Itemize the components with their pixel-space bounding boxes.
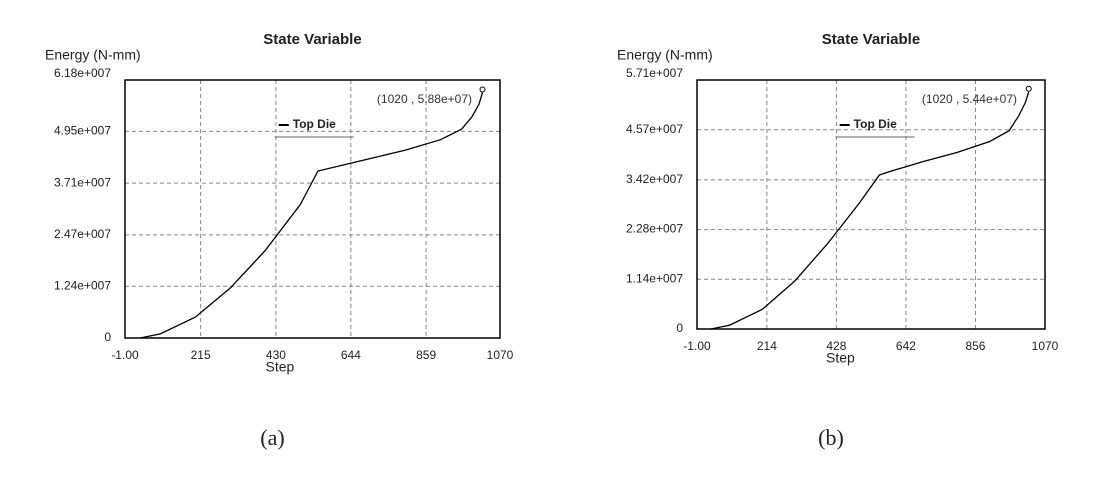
y-axis-label: Energy (N-mm) — [45, 47, 141, 63]
y-tick-label: 3.71e+007 — [54, 175, 111, 189]
x-tick-label: 1070 — [1032, 339, 1059, 353]
x-tick-label: 428 — [826, 339, 846, 353]
y-tick-label: 2.47e+007 — [54, 227, 111, 241]
x-tick-label: 856 — [965, 339, 985, 353]
y-tick-label: 0 — [104, 330, 111, 344]
y-tick-label: 3.42e+007 — [626, 172, 683, 186]
y-axis-label: Energy (N-mm) — [617, 47, 713, 63]
y-tick-label: 4.95e+007 — [54, 124, 111, 138]
y-tick-label: 6.18e+007 — [54, 66, 111, 80]
x-tick-label: 644 — [341, 348, 361, 362]
y-tick-label: 5.71e+007 — [626, 66, 683, 80]
caption: (a) — [260, 425, 284, 450]
plot-frame — [696, 79, 1046, 330]
x-tick-label: 1070 — [487, 348, 514, 362]
x-tick-label: 642 — [896, 339, 916, 353]
y-tick-label: 2.28e+007 — [626, 222, 683, 236]
x-axis-label: Step — [826, 350, 855, 366]
y-tick-label: 4.57e+007 — [626, 122, 683, 136]
data-line — [710, 91, 1030, 330]
legend-label: Top Die — [293, 117, 336, 131]
y-tick-label: 0 — [676, 321, 683, 335]
y-tick-label: 1.14e+007 — [626, 271, 683, 285]
annotation: (1020 , 5.88e+07) — [377, 92, 472, 106]
caption: (b) — [818, 425, 844, 450]
x-tick-label: 214 — [757, 339, 777, 353]
x-tick-label: -1.00 — [111, 348, 139, 362]
annotation: (1020 , 5.44e+07) — [922, 92, 1017, 106]
x-tick-label: 859 — [416, 348, 436, 362]
x-axis-label: Step — [266, 359, 295, 375]
x-tick-label: 215 — [191, 348, 211, 362]
x-tick-label: -1.00 — [683, 339, 711, 353]
end-marker — [1025, 85, 1032, 92]
legend-label: Top Die — [854, 117, 897, 131]
chart-title: State Variable — [822, 31, 920, 48]
end-marker — [479, 86, 486, 93]
x-tick-label: 430 — [266, 348, 286, 362]
data-line — [139, 92, 484, 339]
plot-frame — [124, 79, 501, 339]
chart-title: State Variable — [263, 31, 361, 48]
y-tick-label: 1.24e+007 — [54, 278, 111, 292]
